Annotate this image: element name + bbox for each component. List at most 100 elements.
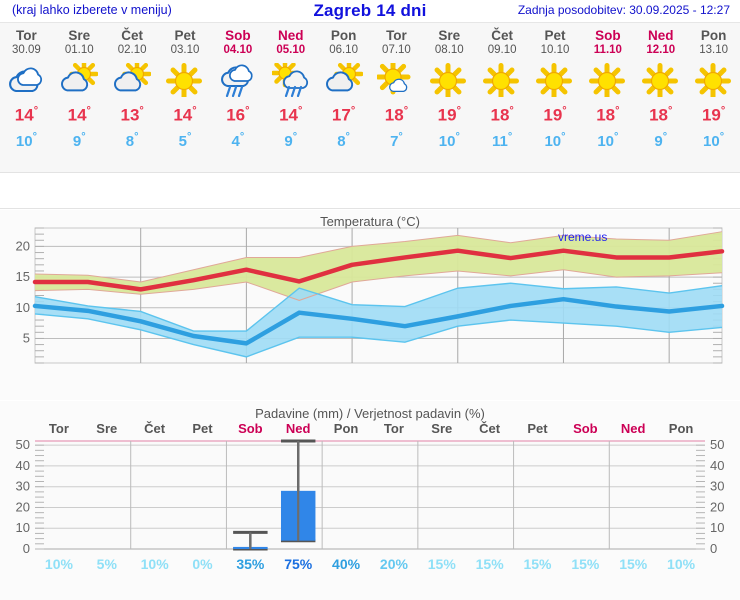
max-temperature-value: 14	[67, 105, 87, 125]
degree-symbol: °	[507, 130, 513, 143]
day-of-week-label: Čet	[491, 28, 514, 43]
degree-symbol: °	[350, 105, 356, 117]
svg-text:0: 0	[23, 541, 30, 556]
svg-text:20%: 20%	[380, 556, 409, 572]
day-date-label: 01.10	[64, 44, 94, 56]
max-temperature: 14°	[15, 101, 38, 126]
forecast-day-columns: Tor 30.09 14° 10° Sre 01.10 14° 9° Čet 02.10 13…	[0, 23, 740, 173]
svg-text:30: 30	[16, 479, 30, 494]
min-temperature-value: 7	[390, 132, 399, 150]
min-temperature-value: 10	[597, 132, 615, 150]
degree-symbol: °	[456, 105, 461, 117]
forecast-day-column[interactable]: Sob 04.10 16° 4°	[211, 23, 264, 173]
max-temperature-value: 14	[173, 105, 193, 125]
max-temperature-value: 14	[279, 105, 298, 125]
day-date-label: 07.10	[382, 44, 411, 56]
svg-text:Pet: Pet	[527, 421, 548, 436]
day-of-week-label: Sre	[438, 28, 461, 43]
max-temperature: 19°	[543, 101, 566, 126]
degree-symbol: °	[139, 105, 144, 117]
day-date-label: 11.10	[593, 44, 622, 56]
day-of-week-label: Tor	[386, 28, 407, 43]
day-date-label: 10.10	[540, 44, 570, 56]
forecast-day-column[interactable]: Pet 03.10 14° 5°	[159, 23, 212, 173]
max-temperature-value: 18	[384, 105, 404, 125]
svg-text:5%: 5%	[97, 556, 118, 572]
forecast-day-column[interactable]: Čet 09.10 18° 11°	[476, 23, 529, 173]
min-temperature-value: 10	[703, 132, 720, 150]
forecast-day-column[interactable]: Tor 07.10 18° 7°	[370, 23, 423, 173]
min-temperature: 10°	[439, 128, 460, 151]
min-temperature: 11°	[492, 128, 512, 151]
forecast-day-column[interactable]: Ned 12.10 18° 9°	[634, 23, 687, 173]
day-date-label: 05.10	[276, 44, 306, 56]
max-temperature: 14°	[279, 101, 302, 126]
sunny-small-cloud-icon	[377, 62, 415, 98]
svg-text:20: 20	[710, 499, 724, 514]
svg-text:40%: 40%	[332, 556, 361, 572]
svg-text:15%: 15%	[476, 556, 505, 572]
svg-text:Pon: Pon	[334, 421, 359, 436]
svg-text:20: 20	[16, 238, 30, 253]
day-of-week-label: Ned	[647, 28, 674, 43]
last-updated: Zadnja posodobitev: 30.09.2025 - 12:27	[517, 3, 730, 17]
day-date-label: 13.10	[699, 44, 728, 56]
forecast-day-column[interactable]: Ned 05.10 14° 9°	[264, 23, 317, 173]
partly-sunny-icon	[60, 62, 99, 98]
svg-text:15%: 15%	[619, 556, 648, 572]
min-temperature: 10°	[544, 128, 565, 151]
min-temperature-value: 4	[231, 132, 240, 150]
min-temperature: 9°	[284, 128, 297, 151]
svg-text:Tor: Tor	[384, 421, 404, 436]
max-temperature-value: 19	[437, 105, 457, 125]
forecast-day-column[interactable]: Sre 01.10 14° 9°	[53, 23, 106, 173]
sunny-icon	[588, 62, 627, 98]
degree-symbol: °	[719, 130, 725, 143]
forecast-day-column[interactable]: Tor 30.09 14° 10°	[0, 23, 53, 173]
svg-text:10: 10	[710, 520, 724, 535]
forecast-day-column[interactable]: Sob 11.10 18° 10°	[581, 23, 634, 173]
svg-text:5: 5	[23, 330, 30, 345]
svg-text:10%: 10%	[141, 556, 170, 572]
day-date-label: 30.09	[12, 44, 41, 56]
degree-symbol: °	[32, 130, 37, 143]
min-temperature-value: 9	[284, 132, 293, 150]
forecast-day-column[interactable]: Pon 13.10 19° 10°	[687, 23, 740, 173]
day-date-label: 06.10	[329, 44, 358, 56]
max-temperature-value: 18	[649, 105, 668, 125]
svg-text:Ned: Ned	[621, 421, 646, 436]
min-temperature: 4°	[231, 128, 244, 151]
page-header: (kraj lahko izberete v meniju) Zagreb 14…	[0, 0, 740, 22]
day-of-week-label: Tor	[16, 28, 37, 43]
degree-symbol: °	[192, 105, 197, 117]
forecast-day-column[interactable]: Pon 06.10 17° 8°	[317, 23, 370, 173]
svg-text:Sre: Sre	[431, 421, 452, 436]
day-date-label: 02.10	[117, 44, 147, 56]
partly-sunny-icon	[113, 62, 152, 98]
day-of-week-label: Čet	[121, 28, 144, 43]
max-temperature-value: 18	[490, 105, 510, 125]
sunny-icon	[536, 62, 574, 98]
forecast-day-column[interactable]: Pet 10.10 19° 10°	[529, 23, 582, 173]
max-temperature: 14°	[68, 101, 91, 126]
sunny-icon	[641, 62, 680, 98]
min-temperature-value: 11	[492, 132, 508, 150]
divider-top	[0, 172, 740, 173]
forecast-day-column[interactable]: Čet 02.10 13° 8°	[106, 23, 159, 173]
max-temperature-value: 19	[543, 105, 563, 125]
precipitation-chart-title: Padavine (mm) / Verjetnost padavin (%)	[255, 406, 485, 421]
precipitation-plot: Tor Sre Čet Pet Sob Ned Pon Tor Sre Čet Pet Sob Ned P…	[16, 421, 725, 572]
degree-symbol: °	[668, 105, 673, 117]
min-temperature: 5°	[179, 128, 192, 151]
degree-symbol: °	[403, 105, 409, 117]
max-temperature: 18°	[649, 101, 672, 126]
svg-text:40: 40	[710, 458, 724, 473]
max-temperature: 18°	[491, 101, 514, 126]
forecast-day-column[interactable]: Sre 08.10 19° 10°	[423, 23, 476, 173]
svg-text:Sre: Sre	[96, 421, 117, 436]
svg-text:Pon: Pon	[669, 421, 694, 436]
svg-text:0%: 0%	[192, 556, 213, 572]
degree-symbol: °	[398, 130, 403, 143]
svg-text:10%: 10%	[667, 556, 696, 572]
divider-charts	[0, 208, 740, 209]
